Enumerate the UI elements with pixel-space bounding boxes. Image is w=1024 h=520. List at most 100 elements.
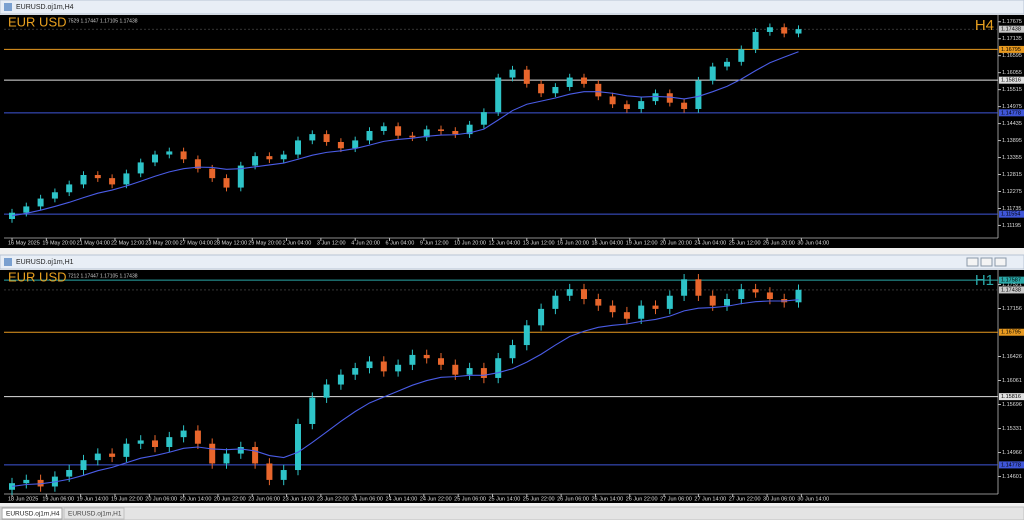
candle-body — [237, 447, 244, 454]
x-tick-label: 30 Jun 06:00 — [763, 496, 795, 502]
candle-body — [123, 443, 130, 457]
level-label: 1.15816 — [1001, 394, 1021, 400]
candle-body — [438, 358, 444, 365]
candle-body — [366, 130, 373, 141]
candle-body — [523, 69, 530, 84]
candle-body — [51, 192, 58, 199]
tab[interactable] — [1, 507, 63, 520]
window-icon — [4, 258, 12, 266]
candle-body — [323, 134, 330, 142]
candle-body — [94, 453, 101, 461]
x-tick-label: 24 Jun 06:00 — [351, 496, 383, 502]
candle-body — [638, 305, 645, 319]
x-tick-label: 4 Jun 20:00 — [351, 240, 380, 246]
candle-body — [309, 134, 316, 141]
candle-body — [152, 440, 158, 448]
candle-body — [423, 129, 430, 138]
candle-body — [380, 126, 387, 131]
level-label: 1.16795 — [1001, 47, 1021, 53]
minimize-button[interactable] — [966, 257, 979, 267]
candle-body — [609, 305, 616, 313]
candle-body — [795, 289, 802, 303]
candle-body — [623, 312, 630, 319]
x-tick-label: 19 Jun 14:00 — [77, 496, 109, 502]
candle-body — [738, 289, 745, 300]
x-tick-label: 25 Jun 12:00 — [729, 240, 761, 246]
y-tick-label: 1.17675 — [1002, 19, 1022, 25]
moving-average — [11, 299, 799, 488]
x-tick-label: 25 Jun 22:00 — [523, 496, 555, 502]
current-price-label: 1.17438 — [1001, 287, 1021, 293]
candle-body — [409, 354, 416, 365]
candle-body — [166, 151, 173, 155]
candle-body — [123, 173, 130, 185]
tab[interactable] — [63, 507, 125, 520]
x-tick-label: 26 Jun 20:00 — [763, 240, 795, 246]
x-tick-label: 16 Jun 20:00 — [557, 240, 589, 246]
candle-body — [23, 479, 30, 484]
candle-body — [194, 430, 201, 444]
y-tick-label: 1.15331 — [1002, 426, 1022, 432]
x-tick-label: 18 Jun 04:00 — [591, 240, 623, 246]
close-button[interactable] — [994, 257, 1007, 267]
candle-body — [480, 112, 487, 125]
candle-body — [509, 69, 516, 78]
candle-body — [337, 141, 344, 149]
level-tag — [999, 328, 1024, 336]
candle-body — [295, 423, 301, 471]
level-label: 1.14778 — [1001, 110, 1021, 116]
maximize-button[interactable] — [980, 257, 993, 267]
x-tick-label: 20 Jun 20:00 — [660, 240, 692, 246]
candle-body — [66, 184, 73, 193]
candle-body — [23, 206, 30, 213]
candle-body — [37, 198, 44, 207]
y-tick-label: 1.17135 — [1002, 36, 1022, 42]
x-tick-label: 19 Jun 06:00 — [42, 496, 74, 502]
x-tick-label: 26 Jun 06:00 — [557, 496, 589, 502]
candle-body — [595, 83, 602, 97]
x-tick-label: 20 Jun 22:00 — [214, 496, 246, 502]
title-bar — [0, 254, 1024, 270]
chart-panel — [0, 15, 1024, 248]
y-tick-label: 1.13355 — [1002, 155, 1022, 161]
level-tag — [999, 76, 1024, 84]
x-tick-label: 19 Jun 22:00 — [111, 496, 143, 502]
candle-body — [337, 374, 344, 385]
candle-body — [395, 126, 402, 136]
candle-body — [352, 368, 359, 375]
y-tick-label: 1.14975 — [1002, 104, 1022, 110]
x-tick-label: 18 Jun 2025 — [8, 496, 38, 502]
tab-label[interactable]: EURUSD.oj1m,H4 — [6, 511, 60, 518]
candle-body — [109, 453, 116, 457]
tab-bar — [0, 506, 1024, 520]
x-tick-label: 27 May 04:00 — [180, 240, 213, 246]
chart-panel — [0, 270, 1024, 503]
level-tag — [999, 45, 1024, 53]
candle-body — [180, 430, 187, 438]
candle-body — [652, 93, 659, 102]
current-price-tag — [999, 286, 1024, 294]
y-tick-label: 1.14435 — [1002, 121, 1022, 127]
x-tick-label: 13 Jun 12:00 — [523, 240, 555, 246]
candle-body — [466, 368, 473, 375]
candle-body — [94, 174, 101, 179]
y-tick-label: 1.16055 — [1002, 70, 1022, 76]
window-title: EURUSD.oj1m,H1 — [16, 259, 74, 266]
x-tick-label: 27 Jun 14:00 — [694, 496, 726, 502]
candle-body — [666, 93, 673, 103]
candle-body — [280, 470, 287, 480]
x-tick-label: 6 Jun 04:00 — [386, 240, 415, 246]
tab-label[interactable]: EURUSD.oj1m,H1 — [68, 511, 122, 518]
candle-body — [652, 305, 659, 309]
y-tick-label: 1.14966 — [1002, 450, 1022, 456]
candle-body — [266, 463, 273, 480]
candle-body — [366, 361, 373, 369]
x-tick-label: 24 Jun 22:00 — [420, 496, 452, 502]
candle-body — [252, 447, 259, 464]
x-tick-label: 29 May 20:00 — [248, 240, 281, 246]
candle-body — [452, 364, 459, 375]
candle-body — [395, 364, 402, 372]
symbol-label: EUR USD — [8, 269, 67, 284]
x-tick-label: 2 Jun 04:00 — [283, 240, 312, 246]
